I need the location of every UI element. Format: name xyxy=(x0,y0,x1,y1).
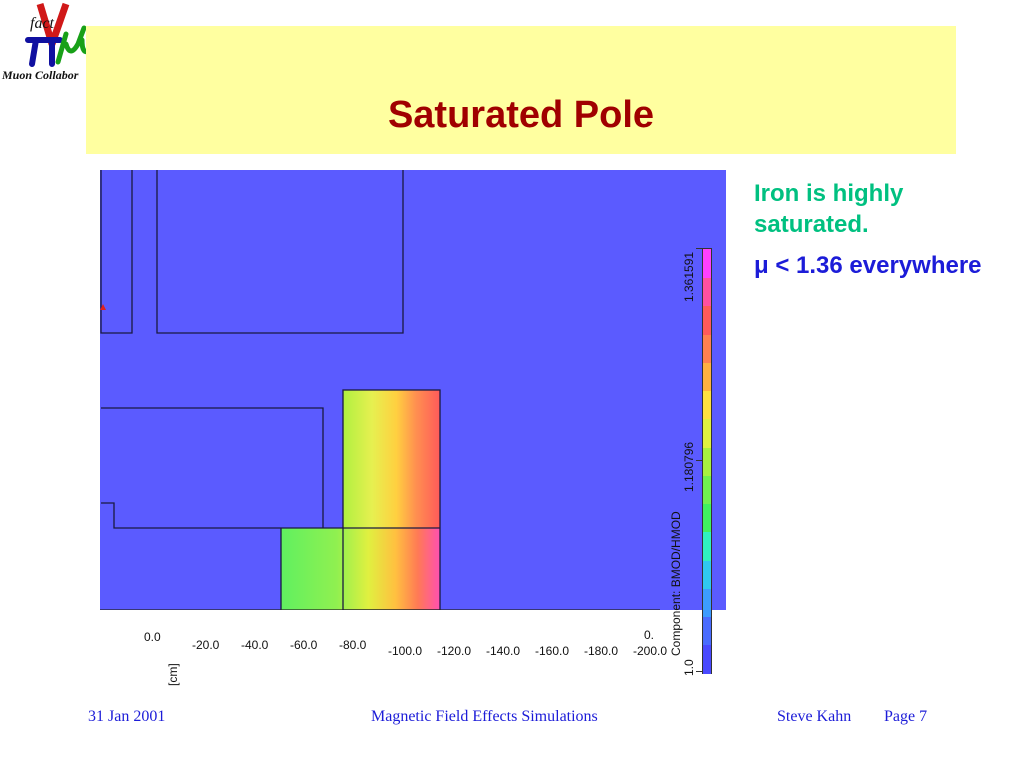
x-tick-label: 0. xyxy=(644,628,655,642)
x-tick-label: 0.0 xyxy=(144,630,161,644)
legend-min-value: 1.0 xyxy=(682,659,696,676)
x-tick-label: -80.0 xyxy=(339,638,367,652)
color-scale-segment xyxy=(703,362,711,392)
color-scale-segment xyxy=(703,446,711,476)
nufact-logo: fact Muon Collabor xyxy=(0,0,92,90)
logo-word-fact: fact xyxy=(30,15,55,32)
legend-tick-min xyxy=(696,671,702,672)
color-scale-segment xyxy=(703,333,711,363)
color-scale-segment xyxy=(703,531,711,561)
footer-author: Steve Kahn xyxy=(777,708,852,725)
color-scale-segment xyxy=(703,475,711,505)
color-scale-segment xyxy=(703,418,711,448)
geometry-outlines xyxy=(100,170,441,610)
color-scale-segment xyxy=(703,390,711,420)
x-axis-unit: [cm] xyxy=(166,663,180,686)
upper-pole-region xyxy=(343,390,440,528)
x-axis-ticks: 0.0 -20.0 -40.0 -60.0 -80.0 -100.0 -120.… xyxy=(100,610,667,690)
nufact-muon-logo-icon: fact xyxy=(25,2,92,67)
x-tick-label: -160.0 xyxy=(535,644,570,658)
color-scale-bar xyxy=(702,248,712,674)
color-scale-segment xyxy=(703,305,711,335)
x-tick-label: -180.0 xyxy=(584,644,619,658)
color-scale-legend: 1.361591 1.180796 Component: BMOD/HMOD 1… xyxy=(666,246,714,676)
lower-pole-region xyxy=(281,528,440,610)
legend-mid-value: 1.180796 xyxy=(682,441,696,492)
color-scale-segment xyxy=(703,503,711,533)
color-scale-segment xyxy=(703,249,711,278)
slide-title: Saturated Pole xyxy=(387,94,655,136)
legend-tick-max xyxy=(696,248,702,249)
slide-notes: Iron is highly saturated. μ < 1.36 every… xyxy=(754,178,984,281)
x-tick-label: -100.0 xyxy=(388,644,423,658)
color-scale-segment xyxy=(703,616,711,646)
x-tick-label: -140.0 xyxy=(486,644,521,658)
color-scale-segment xyxy=(703,559,711,589)
simulation-figure: 0.0 -20.0 -40.0 -60.0 -80.0 -100.0 -120.… xyxy=(100,170,726,690)
legend-tick-mid xyxy=(696,460,702,461)
color-scale-segment xyxy=(703,588,711,618)
red-marker-icon xyxy=(100,304,106,310)
logo-caption: Muon Collabor xyxy=(2,68,79,82)
footer-title: Magnetic Field Effects Simulations xyxy=(371,708,598,725)
x-tick-label: -120.0 xyxy=(437,644,472,658)
color-scale-segment xyxy=(703,277,711,307)
note-permeability: μ < 1.36 everywhere xyxy=(754,252,982,279)
legend-max-value: 1.361591 xyxy=(682,251,696,302)
color-scale-segment xyxy=(703,644,711,674)
note-saturation: Iron is highly saturated. xyxy=(754,180,904,238)
field-contour-plot xyxy=(100,170,726,610)
x-tick-label: -200.0 xyxy=(633,644,668,658)
x-tick-label: -40.0 xyxy=(241,638,269,652)
footer-date: 31 Jan 2001 xyxy=(88,708,166,725)
legend-component-label: Component: BMOD/HMOD xyxy=(669,511,683,656)
footer-page: Page 7 xyxy=(884,708,928,725)
x-tick-label: -20.0 xyxy=(192,638,220,652)
title-band: Saturated Pole xyxy=(86,26,956,154)
x-tick-label: -60.0 xyxy=(290,638,318,652)
